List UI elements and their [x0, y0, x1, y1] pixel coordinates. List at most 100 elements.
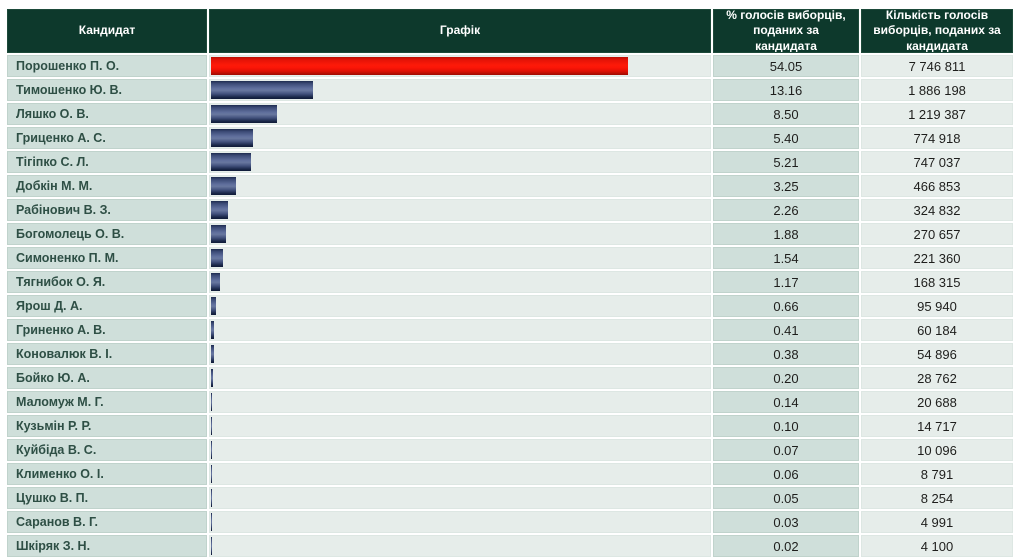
percent-cell: 0.41 — [713, 319, 859, 341]
column-header-percent: % голосів виборців, поданих за кандидата — [713, 9, 859, 53]
graph-cell — [209, 487, 711, 509]
votes-cell: 60 184 — [861, 319, 1013, 341]
candidate-name-cell: Коновалюк В. І. — [7, 343, 207, 365]
votes-cell: 8 254 — [861, 487, 1013, 509]
graph-cell — [209, 535, 711, 557]
candidate-name-cell: Ляшко О. В. — [7, 103, 207, 125]
candidate-name-cell: Гриценко А. С. — [7, 127, 207, 149]
vote-bar — [211, 465, 212, 483]
percent-cell: 0.10 — [713, 415, 859, 437]
graph-cell — [209, 343, 711, 365]
candidate-name-cell: Добкін М. М. — [7, 175, 207, 197]
graph-cell — [209, 151, 711, 173]
percent-cell: 54.05 — [713, 55, 859, 77]
vote-bar — [211, 393, 213, 411]
percent-cell: 0.03 — [713, 511, 859, 533]
votes-cell: 1 886 198 — [861, 79, 1013, 101]
votes-cell: 14 717 — [861, 415, 1013, 437]
votes-cell: 324 832 — [861, 199, 1013, 221]
votes-cell: 28 762 — [861, 367, 1013, 389]
percent-cell: 0.20 — [713, 367, 859, 389]
graph-cell — [209, 199, 711, 221]
vote-bar — [211, 513, 212, 531]
percent-cell: 5.40 — [713, 127, 859, 149]
votes-cell: 20 688 — [861, 391, 1013, 413]
vote-bar — [211, 201, 229, 219]
candidate-name-cell: Симоненко П. М. — [7, 247, 207, 269]
candidate-name-cell: Тягнибок О. Я. — [7, 271, 207, 293]
votes-cell: 774 918 — [861, 127, 1013, 149]
graph-cell — [209, 271, 711, 293]
graph-cell — [209, 319, 711, 341]
vote-bar — [211, 369, 213, 387]
graph-cell — [209, 127, 711, 149]
vote-bar — [211, 441, 212, 459]
graph-cell — [209, 247, 711, 269]
votes-cell: 466 853 — [861, 175, 1013, 197]
candidate-name-cell: Клименко О. І. — [7, 463, 207, 485]
graph-cell — [209, 295, 711, 317]
graph-cell — [209, 79, 711, 101]
candidate-name-cell: Рабінович В. З. — [7, 199, 207, 221]
candidate-name-cell: Бойко Ю. А. — [7, 367, 207, 389]
column-header-candidate: Кандидат — [7, 9, 207, 53]
percent-cell: 1.88 — [713, 223, 859, 245]
vote-bar — [211, 225, 226, 243]
vote-bar — [211, 177, 237, 195]
graph-cell — [209, 55, 711, 77]
column-header-graph: Графік — [209, 9, 711, 53]
votes-cell: 168 315 — [861, 271, 1013, 293]
percent-cell: 0.14 — [713, 391, 859, 413]
candidate-name-cell: Шкіряк З. Н. — [7, 535, 207, 557]
candidate-name-cell: Ярош Д. А. — [7, 295, 207, 317]
percent-cell: 13.16 — [713, 79, 859, 101]
votes-cell: 7 746 811 — [861, 55, 1013, 77]
votes-cell: 8 791 — [861, 463, 1013, 485]
leader-vote-bar — [211, 57, 629, 75]
vote-bar — [211, 153, 252, 171]
vote-bar — [211, 273, 221, 291]
percent-cell: 5.21 — [713, 151, 859, 173]
percent-cell: 3.25 — [713, 175, 859, 197]
votes-cell: 221 360 — [861, 247, 1013, 269]
votes-cell: 95 940 — [861, 295, 1013, 317]
graph-cell — [209, 439, 711, 461]
vote-bar — [211, 249, 223, 267]
vote-bar — [211, 105, 277, 123]
candidate-name-cell: Маломуж М. Г. — [7, 391, 207, 413]
vote-bar — [211, 129, 253, 147]
votes-cell: 747 037 — [861, 151, 1013, 173]
candidate-name-cell: Тігіпко С. Л. — [7, 151, 207, 173]
votes-cell: 1 219 387 — [861, 103, 1013, 125]
votes-cell: 4 991 — [861, 511, 1013, 533]
percent-cell: 1.54 — [713, 247, 859, 269]
candidate-name-cell: Богомолець О. В. — [7, 223, 207, 245]
column-header-votes: Кількість голосів виборців, поданих за к… — [861, 9, 1013, 53]
percent-cell: 0.05 — [713, 487, 859, 509]
candidate-name-cell: Порошенко П. О. — [7, 55, 207, 77]
graph-cell — [209, 223, 711, 245]
candidate-name-cell: Кузьмін Р. Р. — [7, 415, 207, 437]
graph-cell — [209, 175, 711, 197]
candidate-name-cell: Гриненко А. В. — [7, 319, 207, 341]
vote-bar — [211, 345, 214, 363]
graph-cell — [209, 415, 711, 437]
percent-cell: 8.50 — [713, 103, 859, 125]
candidate-name-cell: Куйбіда В. С. — [7, 439, 207, 461]
percent-cell: 0.06 — [713, 463, 859, 485]
candidate-name-cell: Саранов В. Г. — [7, 511, 207, 533]
percent-cell: 2.26 — [713, 199, 859, 221]
votes-cell: 54 896 — [861, 343, 1013, 365]
vote-bar — [211, 537, 212, 555]
vote-bar — [211, 297, 217, 315]
graph-cell — [209, 367, 711, 389]
vote-bar — [211, 81, 313, 99]
vote-bar — [211, 321, 215, 339]
votes-cell: 10 096 — [861, 439, 1013, 461]
percent-cell: 1.17 — [713, 271, 859, 293]
graph-cell — [209, 463, 711, 485]
percent-cell: 0.66 — [713, 295, 859, 317]
votes-cell: 270 657 — [861, 223, 1013, 245]
vote-bar — [211, 417, 212, 435]
results-table: Кандидат Графік % голосів виборців, пода… — [7, 9, 1013, 557]
